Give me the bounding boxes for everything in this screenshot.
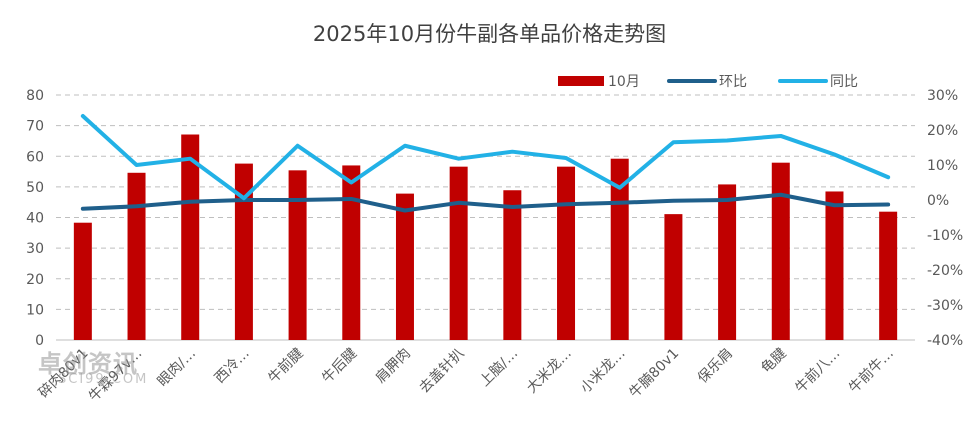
y-right-tick-label: 10% bbox=[927, 158, 958, 174]
y-left-tick-label: 70 bbox=[26, 119, 44, 135]
x-tick-label: 小米龙… bbox=[578, 346, 629, 397]
x-tick-label: 肩胛肉 bbox=[373, 346, 414, 387]
bar bbox=[234, 163, 253, 340]
x-tick-label: 保乐肩 bbox=[695, 346, 736, 387]
legend-swatch bbox=[558, 76, 604, 86]
legend-label: 10月 bbox=[608, 74, 640, 90]
x-tick-label: 牛腩80v1 bbox=[626, 346, 682, 402]
bar bbox=[557, 166, 576, 340]
bar bbox=[825, 191, 844, 340]
y-left-tick-label: 0 bbox=[35, 333, 44, 349]
bar bbox=[879, 211, 898, 340]
bar bbox=[664, 214, 683, 340]
x-tick-label: 碎肉80v1 bbox=[36, 346, 92, 402]
x-tick-label: 去盖针扒 bbox=[417, 346, 468, 397]
y-left-tick-label: 50 bbox=[26, 180, 44, 196]
bar bbox=[718, 184, 737, 340]
bar bbox=[73, 222, 92, 340]
y-left-tick-label: 60 bbox=[26, 149, 44, 165]
chart-title: 2025年10月份牛副各单品价格走势图 bbox=[312, 22, 667, 46]
x-tick-label: 牛前八… bbox=[792, 345, 844, 397]
bar bbox=[395, 193, 414, 340]
y-left-tick-label: 40 bbox=[26, 211, 44, 227]
y-right-tick-label: -10% bbox=[927, 228, 963, 244]
y-left-tick-label: 30 bbox=[26, 241, 44, 257]
x-tick-label: 龟腱 bbox=[758, 346, 789, 377]
y-right-tick-label: -30% bbox=[927, 298, 963, 314]
bar bbox=[127, 172, 146, 340]
bar bbox=[503, 190, 522, 340]
bar bbox=[449, 166, 468, 340]
bar bbox=[181, 134, 200, 340]
y-right-tick-label: 0% bbox=[927, 193, 949, 209]
y-right-tick-label: -20% bbox=[927, 263, 963, 279]
x-tick-label: 大米龙… bbox=[524, 346, 575, 397]
bar bbox=[342, 165, 361, 340]
x-tick-label: 牛霖97v… bbox=[86, 346, 145, 405]
y-left-tick-label: 10 bbox=[26, 302, 44, 318]
x-tick-label: 牛前腱 bbox=[265, 345, 307, 387]
y-left-tick-label: 80 bbox=[26, 88, 44, 104]
y-right-tick-label: 30% bbox=[927, 88, 958, 104]
y-left-tick-label: 20 bbox=[26, 272, 44, 288]
x-tick-label: 牛后腱 bbox=[319, 346, 360, 387]
x-tick-label: 西冷… bbox=[212, 346, 253, 387]
series-line-同比 bbox=[80, 114, 891, 201]
x-tick-label: 牛前牛… bbox=[845, 345, 897, 397]
y-right-tick-label: 20% bbox=[927, 123, 958, 139]
bar bbox=[771, 162, 790, 340]
y-right-tick-label: -40% bbox=[927, 333, 963, 349]
series-line-环比 bbox=[80, 192, 891, 213]
bar bbox=[288, 170, 307, 340]
x-tick-label: 眼肉/… bbox=[155, 346, 199, 390]
x-tick-label: 上脑/… bbox=[477, 346, 521, 390]
legend-label: 同比 bbox=[830, 74, 858, 90]
legend-label: 环比 bbox=[719, 74, 747, 90]
